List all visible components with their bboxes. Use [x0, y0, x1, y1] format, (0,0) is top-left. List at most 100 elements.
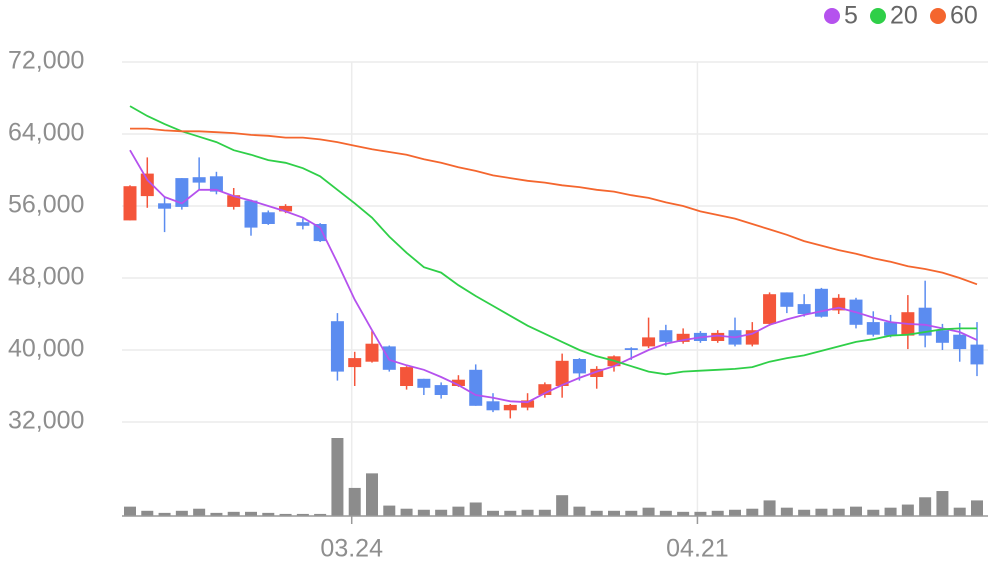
- ma-line: [130, 127, 978, 286]
- volume-bar: [296, 513, 309, 516]
- ma-line: [129, 105, 977, 376]
- candle-body: [763, 294, 777, 324]
- volume-bar: [504, 510, 517, 516]
- legend-label: 20: [890, 2, 918, 30]
- volume-bar: [884, 507, 897, 516]
- volume-bar: [780, 507, 793, 516]
- candle-body: [659, 330, 673, 342]
- volume-bar: [573, 506, 586, 516]
- candle-body: [279, 206, 293, 212]
- candle-body: [970, 344, 984, 365]
- volume-bar: [694, 511, 707, 516]
- candle-body: [486, 401, 500, 411]
- candle-body: [642, 337, 656, 347]
- legend-dot: [930, 8, 946, 24]
- volume-bar: [763, 500, 776, 516]
- volume-bar: [487, 510, 499, 516]
- candle-body: [209, 176, 223, 192]
- y-tick-label: 56,000: [8, 191, 84, 219]
- y-tick-label: 72,000: [8, 47, 84, 75]
- candle-body: [261, 212, 275, 224]
- volume-bar: [901, 504, 914, 516]
- volume-bar: [400, 508, 413, 516]
- volume-bar: [175, 510, 188, 516]
- candle-body: [538, 384, 552, 395]
- volume-bar: [815, 508, 828, 516]
- volume-bar: [538, 509, 551, 516]
- candle-body: [451, 379, 465, 386]
- volume-bar: [971, 500, 983, 516]
- candle-body: [521, 400, 535, 408]
- legend-label: 60: [950, 2, 978, 30]
- candle-body: [797, 304, 811, 314]
- candle-body: [832, 297, 846, 311]
- volume-bar: [227, 511, 240, 516]
- legend-item: 20: [870, 2, 918, 30]
- candle-body: [503, 404, 517, 411]
- volume-bar: [556, 495, 569, 516]
- legend-item: 5: [824, 2, 858, 30]
- candle-body: [434, 385, 448, 395]
- candle-body: [123, 186, 137, 221]
- volume-bar: [659, 510, 672, 516]
- candle-body: [555, 360, 569, 386]
- candle-body: [296, 222, 310, 226]
- volume-bar: [936, 491, 949, 516]
- x-tick-label: 03.24: [320, 535, 383, 563]
- volume-bar: [124, 506, 136, 516]
- volume-bar: [210, 512, 223, 516]
- y-tick-label: 40,000: [8, 335, 84, 363]
- candle-body: [365, 343, 379, 362]
- candle-body: [866, 322, 880, 335]
- candle-body: [417, 378, 431, 388]
- y-tick-label: 32,000: [8, 407, 84, 435]
- volume-bar: [158, 512, 171, 516]
- volume-bar: [711, 510, 724, 516]
- volume-bar: [314, 513, 327, 516]
- candle-body: [676, 333, 690, 342]
- candle-body: [780, 292, 794, 307]
- candle-body: [158, 203, 172, 209]
- candle-body: [140, 173, 154, 197]
- legend-label: 5: [844, 2, 858, 30]
- candle-body: [711, 332, 725, 341]
- volume-bar: [746, 508, 759, 516]
- volume-bar: [867, 509, 880, 516]
- volume-bar: [953, 507, 966, 516]
- candle-body: [918, 307, 932, 336]
- ma-line: [129, 149, 978, 404]
- candle-body: [935, 330, 949, 343]
- candle-body: [330, 321, 344, 372]
- volume-bar: [590, 510, 603, 516]
- volume-bar: [798, 509, 811, 516]
- volume-bar: [245, 511, 257, 516]
- candle-body: [313, 224, 327, 242]
- volume-bar: [279, 513, 292, 516]
- volume-bar: [850, 506, 862, 516]
- candle-body: [953, 334, 967, 350]
- candle-body: [469, 369, 483, 406]
- candle-body: [244, 200, 258, 228]
- legend-dot: [824, 8, 840, 24]
- candle-body: [624, 348, 638, 350]
- volume-bar: [366, 473, 378, 516]
- volume-bar: [608, 510, 620, 516]
- volume-bar: [729, 509, 741, 516]
- volume-bar: [193, 508, 206, 516]
- volume-bar: [262, 512, 275, 516]
- candle-body: [590, 368, 604, 377]
- candle-body: [227, 195, 241, 207]
- legend-dot: [870, 8, 886, 24]
- volume-bar: [348, 487, 361, 516]
- volume-bar: [677, 511, 690, 516]
- volume-bar: [469, 502, 482, 516]
- volume-bar: [141, 510, 154, 516]
- candle-body: [400, 367, 414, 386]
- volume-bar: [832, 508, 845, 516]
- x-tick-label: 04.21: [666, 535, 729, 563]
- volume-bar: [452, 506, 465, 516]
- y-tick-label: 48,000: [8, 263, 84, 291]
- volume-bar: [383, 505, 396, 516]
